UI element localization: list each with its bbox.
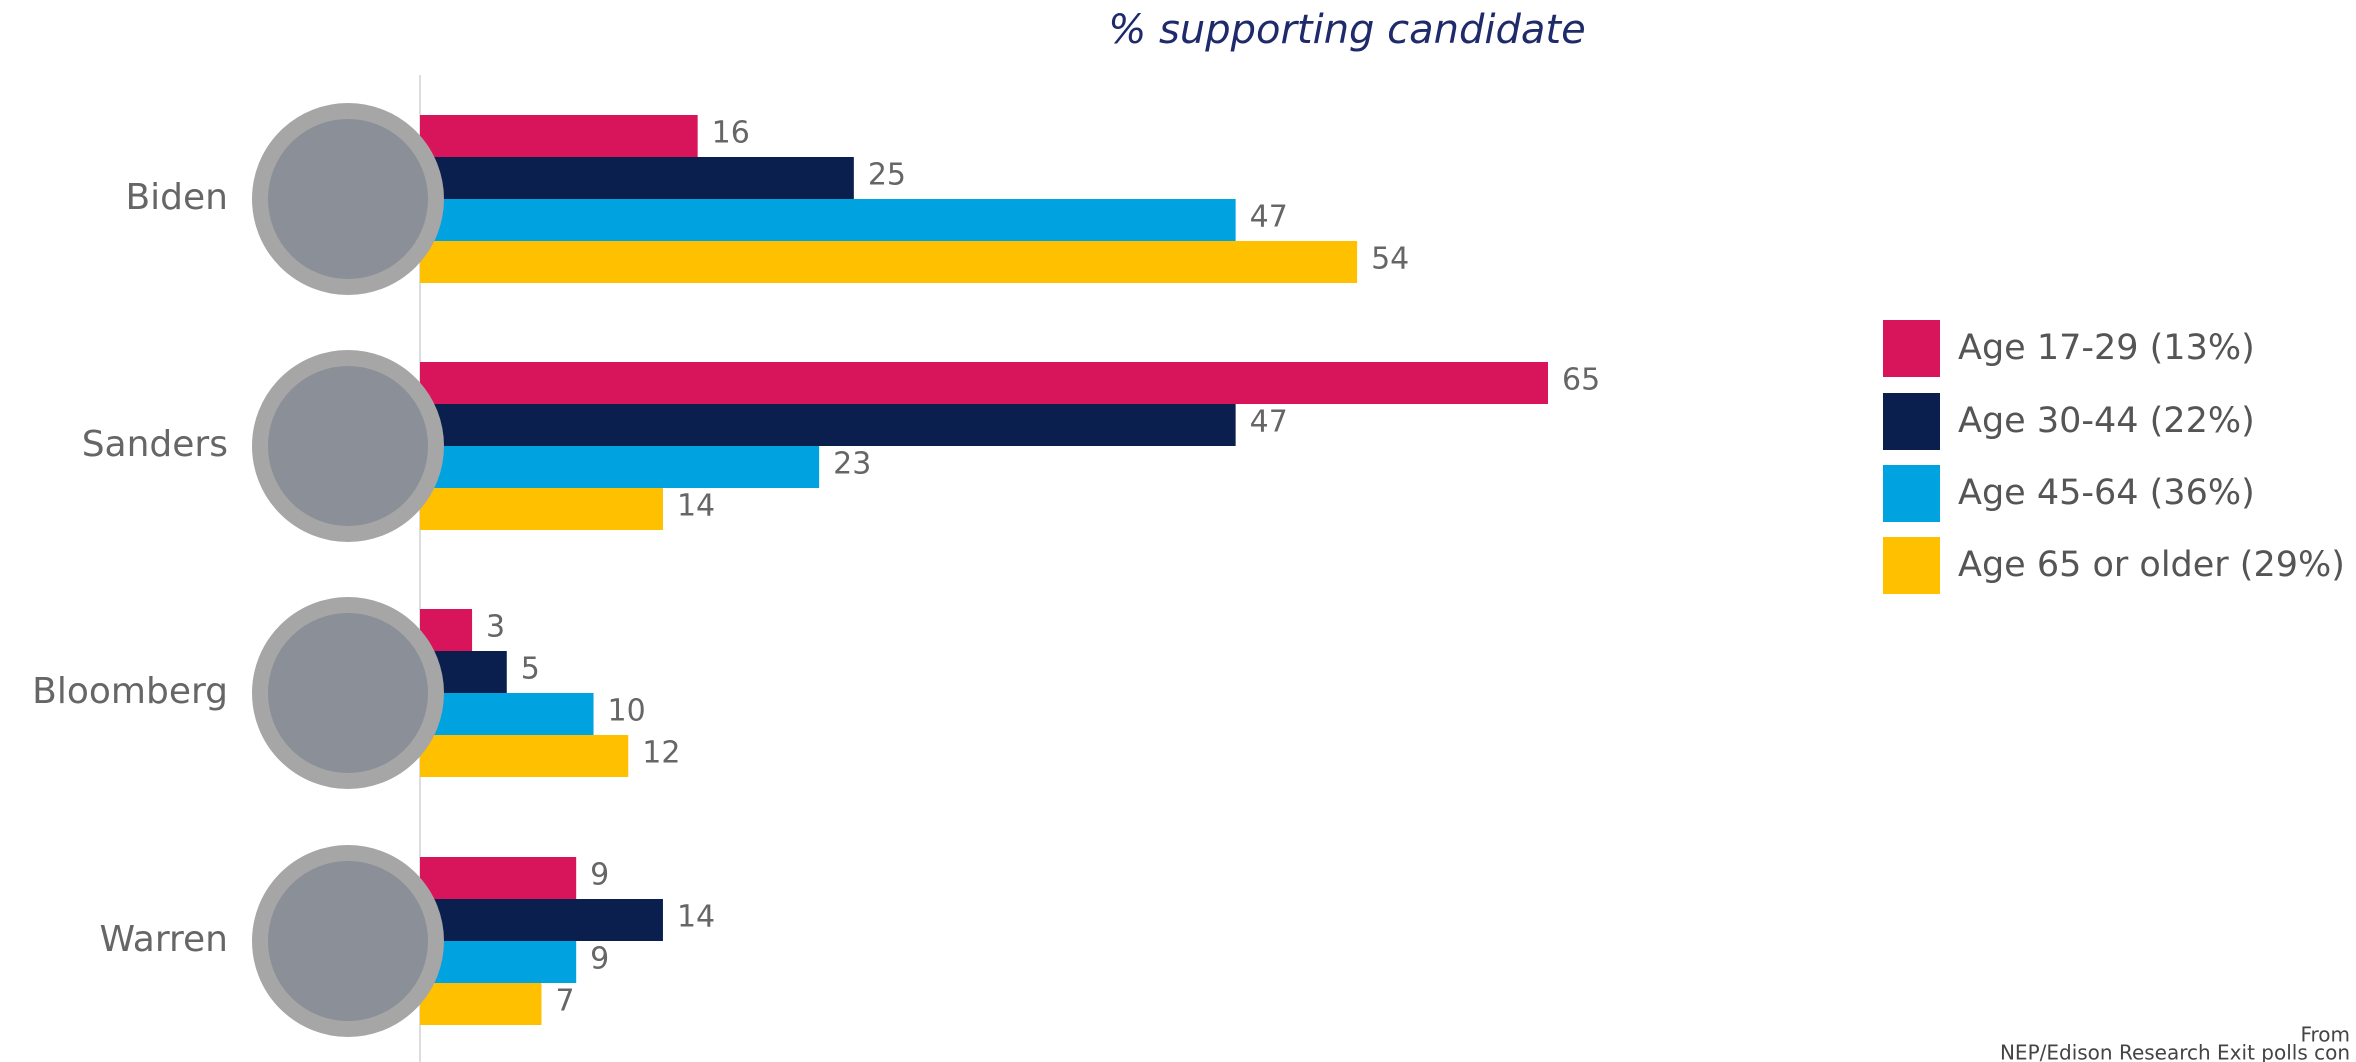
- category-label: Bloomberg: [32, 671, 228, 712]
- value-label: 16: [712, 116, 750, 151]
- category-label: Sanders: [82, 424, 228, 465]
- value-label: 14: [677, 489, 715, 524]
- legend-swatch: [1883, 393, 1940, 450]
- value-label: 47: [1250, 405, 1288, 440]
- category-label: Biden: [125, 177, 228, 218]
- candidate-photo: [252, 597, 444, 789]
- bar: [420, 362, 1548, 404]
- legend-label: Age 30-44 (22%): [1958, 401, 2255, 441]
- bar: [420, 899, 663, 941]
- value-label: 14: [677, 900, 715, 935]
- chart-title: % supporting candidate: [1108, 7, 1585, 53]
- bar: [420, 941, 577, 983]
- source-line: NEP/Edison Research Exit polls con: [2000, 1041, 2350, 1062]
- bar: [420, 488, 663, 530]
- value-label: 47: [1250, 200, 1288, 235]
- value-label: 25: [868, 158, 906, 193]
- source-line: From: [2300, 1023, 2350, 1047]
- candidate-photo: [252, 103, 444, 295]
- bar: [420, 735, 629, 777]
- legend-label: Age 45-64 (36%): [1958, 473, 2255, 513]
- candidate-photo: [252, 845, 444, 1037]
- bar: [420, 404, 1236, 446]
- value-label: 9: [590, 942, 609, 977]
- bar: [420, 857, 577, 899]
- legend-swatch: [1883, 320, 1940, 377]
- bar: [420, 115, 698, 157]
- category-label: Warren: [100, 919, 229, 960]
- bar: [420, 241, 1358, 283]
- candidate-photo: [252, 350, 444, 542]
- bar: [420, 983, 542, 1025]
- value-label: 10: [608, 694, 646, 729]
- legend-label: Age 65 or older (29%): [1958, 545, 2345, 585]
- value-label: 23: [833, 447, 871, 482]
- bar: [420, 157, 854, 199]
- value-label: 3: [486, 610, 505, 645]
- bar: [420, 693, 594, 735]
- value-label: 12: [642, 736, 680, 771]
- value-label: 65: [1562, 363, 1600, 398]
- bar: [420, 199, 1236, 241]
- legend-swatch: [1883, 465, 1940, 522]
- value-label: 7: [555, 984, 574, 1019]
- legend-label: Age 17-29 (13%): [1958, 328, 2255, 368]
- value-label: 9: [590, 858, 609, 893]
- legend-swatch: [1883, 537, 1940, 594]
- value-label: 5: [521, 652, 540, 687]
- value-label: 54: [1371, 242, 1409, 277]
- bar: [420, 446, 820, 488]
